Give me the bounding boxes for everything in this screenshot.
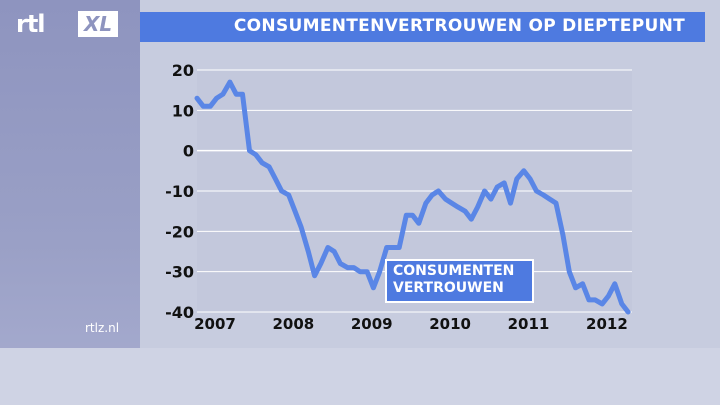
y-tick-label: 0 <box>183 142 194 161</box>
title-bar: CONSUMENTENVERTROUWEN OP DIEPTEPUNT <box>140 12 705 42</box>
x-axis-ticks: 2007 2008 2009 2010 2011 2012 <box>194 315 628 333</box>
grid-lines <box>197 69 632 313</box>
series-legend: CONSUMENTEN VERTROUWEN <box>385 259 534 303</box>
legend-label: CONSUMENTEN VERTROUWEN <box>393 263 515 296</box>
y-tick-label: 20 <box>172 61 194 80</box>
y-tick-label: 10 <box>172 101 194 120</box>
y-tick-label: -40 <box>165 303 194 322</box>
logo-rtl-text: rtl <box>16 10 46 38</box>
y-tick-label: -20 <box>165 222 194 241</box>
x-tick-label: 2012 <box>586 315 628 333</box>
y-tick-label: -30 <box>165 263 194 282</box>
y-axis-ticks: 20 10 0 -10 -20 -30 -40 <box>165 61 194 322</box>
x-tick-label: 2011 <box>508 315 550 333</box>
logo-xl-badge: XL <box>78 11 119 37</box>
series-line <box>194 79 631 315</box>
y-tick-label: -10 <box>165 182 194 201</box>
channel-logo: rtl XL <box>16 8 136 42</box>
bottom-strip <box>0 348 720 405</box>
page-title: CONSUMENTENVERTROUWEN OP DIEPTEPUNT <box>233 16 685 36</box>
x-tick-label: 2007 <box>194 315 236 333</box>
site-url: rtlz.nl <box>85 321 120 335</box>
x-tick-label: 2008 <box>273 315 315 333</box>
x-tick-label: 2009 <box>351 315 393 333</box>
left-panel-background <box>0 0 140 405</box>
x-tick-label: 2010 <box>429 315 471 333</box>
